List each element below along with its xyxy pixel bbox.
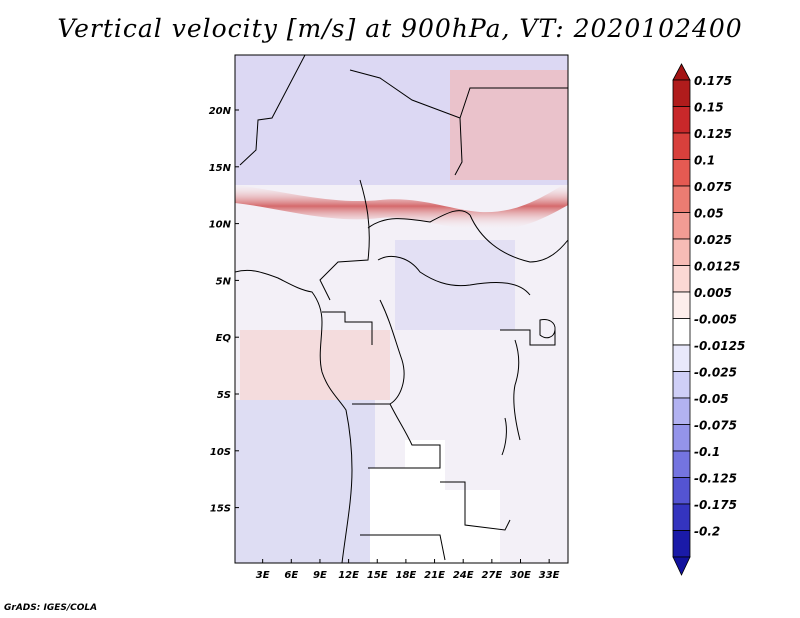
- lat-tick-label: 5N: [216, 276, 232, 287]
- colorbar-label: 0.05: [694, 207, 724, 221]
- colorbar-label: -0.0125: [694, 339, 745, 353]
- country-border: [459, 87, 568, 119]
- colorbar-swatch: [672, 132, 691, 160]
- colorbar-swatch: [672, 106, 691, 134]
- colorbar-swatch: [672, 450, 691, 478]
- colorbar-swatch: [672, 212, 691, 240]
- lake-outline: [501, 417, 507, 456]
- colorbar-label: -0.1: [694, 445, 720, 459]
- boundaries: [235, 55, 568, 563]
- map-frame: [234, 54, 569, 564]
- colorbar-label: -0.175: [694, 498, 737, 512]
- lat-tick-label: 10N: [209, 220, 232, 231]
- colorbar-swatch: [672, 291, 691, 319]
- country-border: [352, 403, 441, 469]
- longitude-axis: 3E 6E 9E 12E 15E 18E 21E 24E 27E 30E 33E: [256, 559, 560, 581]
- lon-tick-label: 9E: [313, 570, 327, 581]
- colorbar-swatch: [672, 79, 691, 107]
- colorbar-swatch: [672, 530, 691, 558]
- south-blue-region: [235, 400, 375, 563]
- colorbar-swatch: [672, 477, 691, 505]
- lon-tick-label: 12E: [338, 570, 359, 581]
- lat-tick-label: 20N: [209, 106, 232, 117]
- lat-tick-label: 10S: [210, 447, 231, 458]
- country-border: [239, 55, 306, 166]
- colorbar-label: -0.05: [694, 392, 729, 406]
- country-border: [469, 214, 568, 263]
- colorbar-swatch: [672, 318, 691, 346]
- country-border: [360, 534, 446, 561]
- lat-tick-label: 15N: [209, 163, 232, 174]
- equatorial-pink-region: [240, 330, 390, 400]
- country-border: [379, 299, 405, 405]
- lon-tick-label: 33E: [539, 570, 560, 581]
- lon-tick-label: 21E: [424, 570, 445, 581]
- colorbar-bottom-arrow: [672, 556, 691, 576]
- country-border: [349, 69, 463, 176]
- country-border: [440, 481, 511, 531]
- colorbar-label: 0.1: [694, 154, 715, 168]
- colorbar-label: -0.005: [694, 313, 737, 327]
- colorbar-swatch: [672, 159, 691, 187]
- colorbar-swatch: [672, 424, 691, 452]
- colorbar-label: 0.0125: [694, 260, 740, 274]
- plot-title: Vertical velocity [m/s] at 900hPa, VT: 2…: [57, 14, 743, 43]
- colorbar-label: 0.005: [694, 286, 732, 300]
- map-panel: 20N 15N 10N 5N EQ 5S 10S 15S 3E 6E 9E 12E 15E 18E 21E…: [209, 54, 569, 581]
- lat-tick-label: 15S: [210, 504, 231, 515]
- lat-tick-label: EQ: [216, 333, 232, 344]
- lat-tick-label: 5S: [217, 390, 231, 401]
- lon-tick-label: 27E: [481, 570, 502, 581]
- country-border: [377, 256, 531, 296]
- lon-tick-label: 3E: [256, 570, 270, 581]
- colorbar-swatch: [672, 371, 691, 399]
- lon-tick-label: 18E: [396, 570, 417, 581]
- colorbar: 0.175 0.15 0.125 0.1 0.075 0.05 0.025 0.0125 0.0…: [672, 63, 745, 576]
- colorbar-swatch: [672, 238, 691, 266]
- lon-tick-label: 6E: [284, 570, 298, 581]
- colorbar-label: -0.025: [694, 366, 737, 380]
- colorbar-label: 0.125: [694, 127, 732, 141]
- country-border: [367, 210, 471, 229]
- colorbar-label: 0.175: [694, 74, 732, 88]
- coastline: [235, 269, 353, 563]
- colorbar-label: 0.075: [694, 180, 732, 194]
- colorbar-swatch: [672, 185, 691, 213]
- lon-tick-label: 30E: [510, 570, 531, 581]
- latitude-axis: 20N 15N 10N 5N EQ 5S 10S 15S: [209, 106, 239, 515]
- colorbar-label: -0.125: [694, 472, 737, 486]
- software-credit: GrADS: IGES/COLA: [4, 603, 98, 613]
- colorbar-label: -0.2: [694, 525, 720, 539]
- lon-tick-label: 15E: [367, 570, 388, 581]
- colorbar-swatch: [672, 397, 691, 425]
- colorbar-label: 0.025: [694, 233, 732, 247]
- country-border: [322, 311, 373, 345]
- itcz-convergence-band: [235, 182, 568, 231]
- lon-tick-label: 24E: [453, 570, 474, 581]
- land-mask-patch: [445, 490, 500, 563]
- colorbar-swatch: [672, 265, 691, 293]
- north-red-patch: [450, 70, 568, 180]
- land-mask-patch: [370, 468, 445, 563]
- country-border: [500, 329, 556, 346]
- colorbar-top-arrow: [672, 63, 691, 81]
- colorbar-swatch: [672, 503, 691, 531]
- colorbar-label: -0.075: [694, 419, 737, 433]
- lake-outline: [539, 319, 556, 339]
- country-border: [513, 339, 521, 441]
- colorbar-label: 0.15: [694, 101, 724, 115]
- colorbar-swatch: [672, 344, 691, 372]
